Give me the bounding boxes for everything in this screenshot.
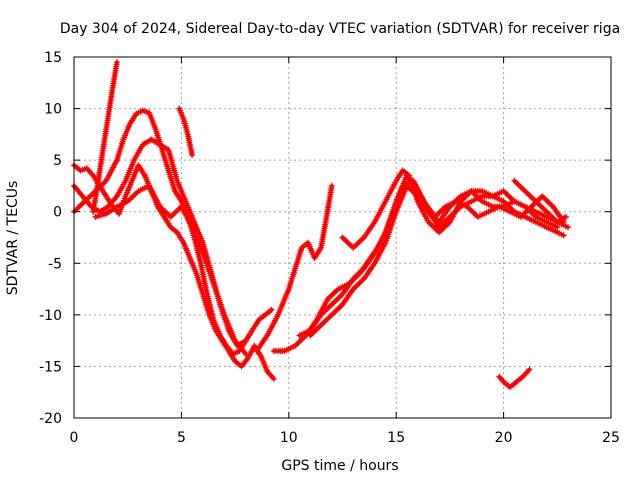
y-tick-label: -5	[48, 256, 62, 272]
y-tick-label: -15	[39, 359, 62, 375]
y-axis-label: SDTVAR / TECUs	[5, 181, 21, 296]
series-track-7	[253, 182, 335, 354]
series-track-11	[339, 167, 561, 251]
y-tick-label: 0	[53, 205, 62, 221]
x-axis-label: GPS time / hours	[281, 458, 398, 474]
plus-markers	[511, 177, 569, 225]
y-tick-label: -20	[39, 411, 62, 427]
plus-markers	[176, 105, 196, 158]
plot-frame	[73, 56, 612, 419]
series-track-3	[71, 107, 275, 358]
x-tick-label: 0	[70, 430, 79, 446]
series-track-6	[92, 182, 249, 358]
plus-markers	[496, 366, 533, 391]
y-tick-label: 5	[53, 153, 62, 169]
y-tick-label: 15	[44, 50, 62, 66]
y-tick-label: -10	[39, 308, 62, 324]
plus-markers	[253, 182, 335, 354]
series-track-2	[71, 162, 277, 382]
x-tick-label: 25	[602, 430, 620, 446]
series-track-13	[496, 366, 533, 391]
y-tick-label: 10	[44, 102, 62, 118]
data-series	[71, 59, 571, 391]
x-tick-label: 10	[280, 430, 298, 446]
x-tick-label: 5	[177, 430, 186, 446]
plus-markers	[296, 172, 567, 339]
series-track-9	[296, 172, 567, 339]
plus-markers	[71, 107, 275, 358]
series-line	[297, 173, 566, 338]
series-track-5	[176, 105, 196, 158]
plus-markers	[92, 182, 249, 358]
plus-markers	[339, 167, 561, 251]
axis-ticks: 0 5 10 15 20 25 -20 -15 -10 -5 0 5 10 15	[39, 50, 620, 446]
x-tick-label: 20	[495, 430, 513, 446]
series-track-12	[511, 177, 569, 225]
chart-title: Day 304 of 2024, Sidereal Day-to-day VTE…	[60, 21, 620, 37]
x-tick-label: 15	[387, 430, 405, 446]
plus-markers	[71, 162, 277, 382]
